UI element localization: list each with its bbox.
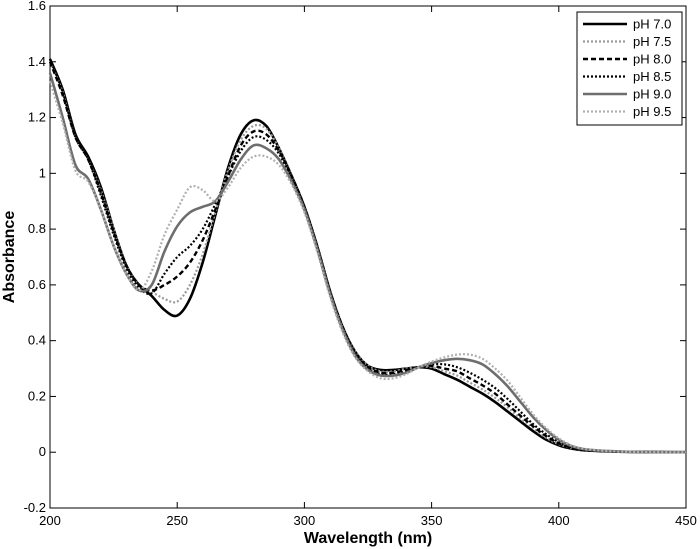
y-axis-title: Absorbance: [1, 211, 18, 304]
y-tick-label: 1.4: [28, 54, 46, 69]
y-tick-label: 0.6: [28, 277, 46, 292]
y-tick-label: 0.4: [28, 333, 46, 348]
x-tick-label: 350: [421, 513, 443, 528]
legend-label: pH 9.5: [633, 104, 671, 119]
legend-label: pH 7.0: [633, 17, 671, 32]
y-tick-label: 1: [39, 165, 46, 180]
series-line-ph-9-5: [48, 80, 687, 454]
legend-label: pH 9.0: [633, 87, 671, 102]
series-line-ph-8-0: [48, 61, 687, 454]
axis-ticks: 200 250 300 350 400 450 -0.2 0 0.2 0.4 0.6 0.8 1 1.2 1…: [24, 0, 697, 528]
y-tick-label: 0.8: [28, 221, 46, 236]
x-tick-label: 250: [166, 513, 188, 528]
y-tick-label: 1.2: [28, 110, 46, 125]
y-tick-label: -0.2: [24, 500, 46, 515]
y-tick-label: 0.2: [28, 388, 46, 403]
legend: pH 7.0 pH 7.5 pH 8.0 pH 8.5 pH 9.0 pH 9.5: [576, 11, 683, 126]
x-tick-label: 400: [548, 513, 570, 528]
legend-label: pH 7.5: [633, 34, 671, 49]
series-line-ph-8-5: [48, 58, 687, 454]
x-tick-label: 300: [294, 513, 316, 528]
x-tick-label: 200: [39, 513, 61, 528]
y-tick-label: 1.6: [28, 0, 46, 13]
legend-box: [576, 11, 683, 126]
x-axis-title: Wavelength (nm): [304, 530, 432, 547]
series-lines: [48, 58, 687, 454]
legend-label: pH 8.0: [633, 52, 671, 67]
y-tick-label: 0: [39, 444, 46, 459]
x-tick-label: 450: [675, 513, 697, 528]
series-line-ph-9-0: [48, 72, 687, 454]
legend-label: pH 8.5: [633, 69, 671, 84]
